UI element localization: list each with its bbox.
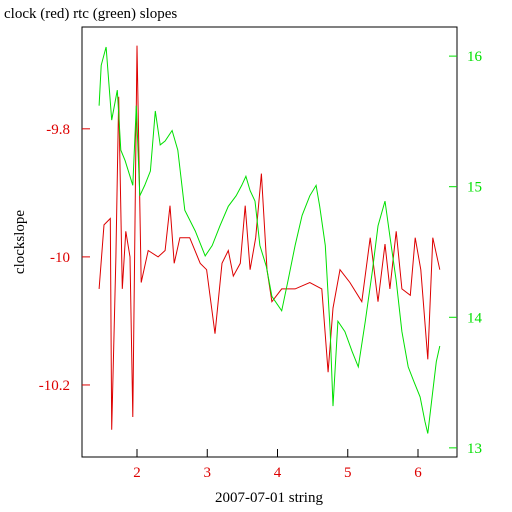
y-tick-label: -10	[50, 250, 70, 266]
y2-tick-label: 16	[467, 49, 483, 65]
x-tick-label: 4	[274, 465, 282, 481]
series-line	[98, 46, 441, 434]
y-tick-label: -9.8	[46, 122, 70, 138]
plot-frame	[81, 26, 458, 458]
series-line	[98, 45, 441, 430]
y-axis-label: clockslope	[12, 210, 28, 274]
y2-tick-label: 13	[467, 441, 482, 457]
x-tick-label: 6	[414, 465, 422, 481]
y2-tick-label: 14	[467, 310, 483, 326]
chart-title: clock (red) rtc (green) slopes	[4, 6, 177, 22]
x-tick-label: 3	[204, 465, 212, 481]
y-tick-label: -10.2	[39, 378, 70, 394]
x-axis-label: 2007-07-01 string	[215, 490, 323, 506]
x-tick-label: 5	[344, 465, 352, 481]
x-tick-label: 2	[133, 465, 141, 481]
y2-tick-label: 15	[467, 180, 482, 196]
